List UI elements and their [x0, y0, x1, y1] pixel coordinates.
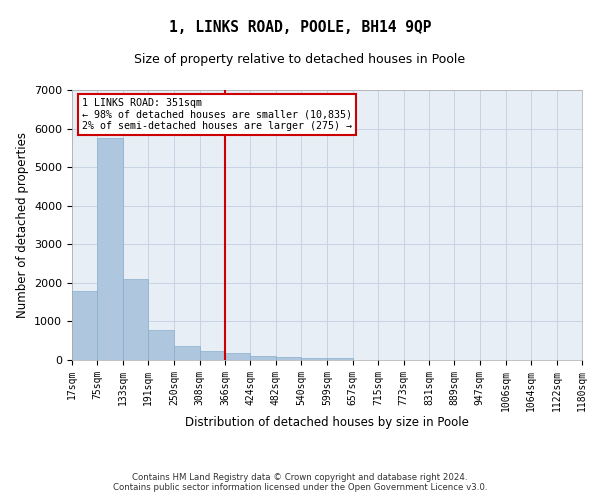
Bar: [301, 358, 327, 360]
Text: Contains HM Land Registry data © Crown copyright and database right 2024.
Contai: Contains HM Land Registry data © Crown c…: [113, 473, 487, 492]
Bar: [123, 279, 148, 360]
Bar: [250, 356, 276, 360]
Y-axis label: Number of detached properties: Number of detached properties: [16, 132, 29, 318]
Bar: [148, 330, 174, 360]
Text: 1 LINKS ROAD: 351sqm
← 98% of detached houses are smaller (10,835)
2% of semi-de: 1 LINKS ROAD: 351sqm ← 98% of detached h…: [82, 98, 352, 132]
Bar: [174, 346, 200, 360]
Bar: [97, 138, 123, 360]
X-axis label: Distribution of detached houses by size in Poole: Distribution of detached houses by size …: [185, 416, 469, 430]
Text: Size of property relative to detached houses in Poole: Size of property relative to detached ho…: [134, 52, 466, 66]
Bar: [327, 358, 353, 360]
Text: 1, LINKS ROAD, POOLE, BH14 9QP: 1, LINKS ROAD, POOLE, BH14 9QP: [169, 20, 431, 35]
Bar: [276, 356, 301, 360]
Bar: [200, 350, 225, 360]
Bar: [225, 354, 250, 360]
Bar: [72, 290, 97, 360]
